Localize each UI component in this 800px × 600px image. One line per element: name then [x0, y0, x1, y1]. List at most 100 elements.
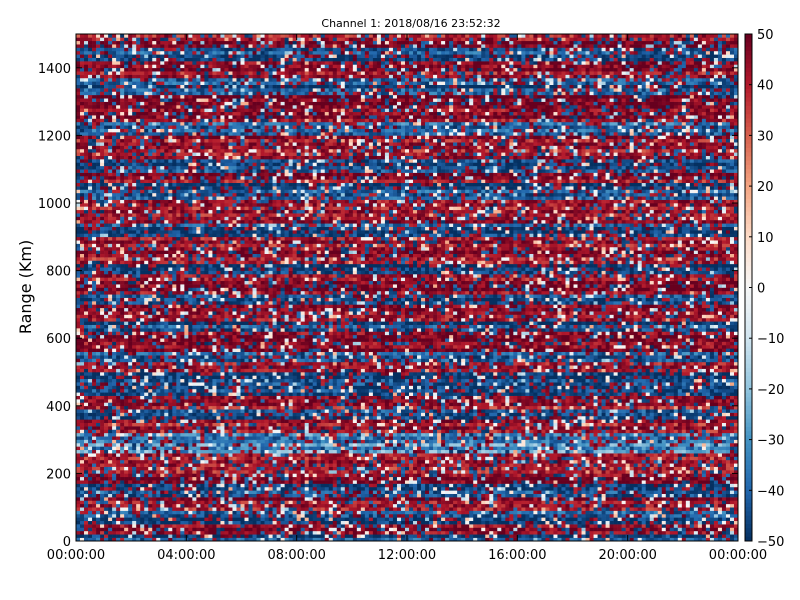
heatmap-cell	[465, 514, 469, 518]
heatmap-cell	[590, 463, 594, 467]
heatmap-cell	[594, 517, 598, 521]
heatmap-cell	[481, 477, 485, 481]
heatmap-cell	[297, 521, 301, 525]
heatmap-cell	[317, 467, 321, 471]
heatmap-cell	[301, 527, 305, 531]
heatmap-cell	[124, 467, 128, 471]
heatmap-cell	[257, 497, 261, 501]
heatmap-cell	[216, 511, 220, 515]
heatmap-cell	[686, 453, 690, 457]
heatmap-cell	[341, 477, 345, 481]
heatmap-cell	[654, 440, 658, 444]
heatmap-cell	[389, 507, 393, 511]
heatmap-cell	[84, 500, 88, 504]
heatmap-cell	[140, 527, 144, 531]
heatmap-cell	[204, 484, 208, 488]
heatmap-cell	[457, 467, 461, 471]
heatmap-cell	[630, 463, 634, 467]
heatmap-cell	[578, 490, 582, 494]
heatmap-cell	[136, 446, 140, 450]
heatmap-cell	[642, 490, 646, 494]
heatmap-cell	[92, 504, 96, 508]
heatmap-cell	[184, 524, 188, 528]
heatmap-cell	[357, 440, 361, 444]
heatmap-cell	[188, 524, 192, 528]
heatmap-cell	[654, 484, 658, 488]
heatmap-cell	[309, 453, 313, 457]
heatmap-cell	[477, 507, 481, 511]
heatmap-cell	[224, 517, 228, 521]
heatmap-cell	[674, 487, 678, 491]
heatmap-cell	[429, 531, 433, 535]
heatmap-cell	[357, 527, 361, 531]
heatmap-cell	[393, 457, 397, 461]
heatmap-cell	[598, 467, 602, 471]
heatmap-cell	[549, 457, 553, 461]
heatmap-cell	[678, 473, 682, 477]
heatmap-cell	[417, 470, 421, 474]
heatmap-cell	[160, 477, 164, 481]
heatmap-cell	[88, 531, 92, 535]
heatmap-cell	[317, 443, 321, 447]
heatmap-cell	[224, 446, 228, 450]
heatmap-cell	[445, 511, 449, 515]
heatmap-cell	[409, 534, 413, 538]
heatmap-cell	[345, 446, 349, 450]
heatmap-cell	[429, 507, 433, 511]
heatmap-cell	[433, 494, 437, 498]
heatmap-cell	[509, 521, 513, 525]
heatmap-cell	[281, 446, 285, 450]
heatmap-cell	[646, 494, 650, 498]
heatmap-cell	[204, 517, 208, 521]
heatmap-cell	[188, 473, 192, 477]
heatmap-cell	[578, 500, 582, 504]
heatmap-cell	[421, 504, 425, 508]
heatmap-cell	[92, 487, 96, 491]
heatmap-cell	[586, 531, 590, 535]
heatmap-cell	[525, 450, 529, 454]
heatmap-cell	[409, 480, 413, 484]
heatmap-cell	[353, 463, 357, 467]
heatmap-cell	[421, 500, 425, 504]
heatmap-cell	[658, 470, 662, 474]
heatmap-cell	[232, 473, 236, 477]
heatmap-cell	[517, 463, 521, 467]
heatmap-cell	[433, 504, 437, 508]
heatmap-cell	[714, 450, 718, 454]
heatmap-cell	[188, 453, 192, 457]
heatmap-cell	[104, 473, 108, 477]
heatmap-cell	[658, 463, 662, 467]
heatmap-cell	[501, 521, 505, 525]
heatmap-cell	[361, 511, 365, 515]
heatmap-cell	[610, 524, 614, 528]
heatmap-cell	[453, 460, 457, 464]
heatmap-cell	[92, 450, 96, 454]
heatmap-cell	[164, 443, 168, 447]
heatmap-cell	[245, 524, 249, 528]
heatmap-cell	[561, 504, 565, 508]
heatmap-cell	[646, 480, 650, 484]
heatmap-cell	[706, 494, 710, 498]
heatmap-cell	[220, 467, 224, 471]
heatmap-cell	[108, 463, 112, 467]
heatmap-cell	[341, 490, 345, 494]
heatmap-cell	[698, 443, 702, 447]
heatmap-cell	[586, 470, 590, 474]
heatmap-cell	[236, 477, 240, 481]
heatmap-cell	[80, 531, 84, 535]
heatmap-cell	[642, 440, 646, 444]
heatmap-cell	[236, 494, 240, 498]
heatmap-cell	[397, 517, 401, 521]
heatmap-cell	[84, 477, 88, 481]
heatmap-cell	[622, 477, 626, 481]
heatmap-cell	[682, 517, 686, 521]
heatmap-cell	[357, 473, 361, 477]
heatmap-cell	[96, 487, 100, 491]
heatmap-cell	[156, 534, 160, 538]
heatmap-cell	[626, 497, 630, 501]
heatmap-cell	[313, 467, 317, 471]
heatmap-cell	[638, 521, 642, 525]
heatmap-cell	[313, 473, 317, 477]
heatmap-cell	[441, 473, 445, 477]
